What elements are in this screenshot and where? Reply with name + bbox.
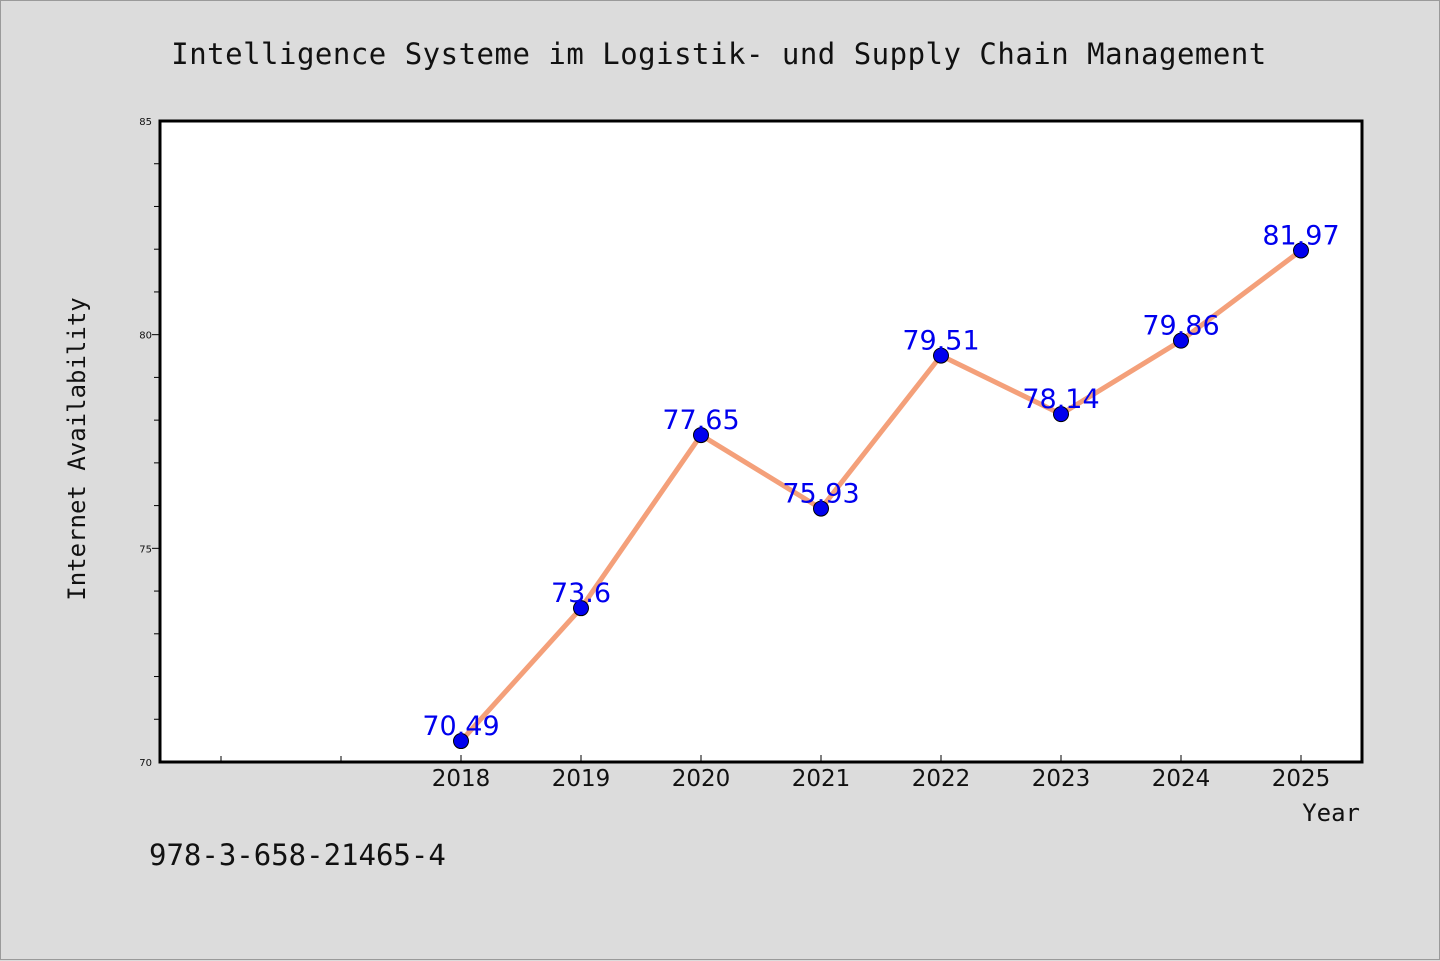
x-axis: 2018 2019 2020 2021 2022 2023 2024 2025 [220,755,1331,792]
data-point [1173,332,1189,349]
data-label: 70.49 [422,711,499,742]
data-label: 77.65 [662,405,739,436]
y-axis-label: Internet Availability [63,297,91,600]
data-point [453,733,469,750]
data-point [573,600,589,617]
y-tick-label: 75 [139,544,152,555]
data-point [1053,406,1069,423]
isbn-footnote: 978-3-658-21465-4 [149,838,446,872]
x-tick-label: 2022 [912,766,971,792]
x-tick-label: 2019 [552,766,611,792]
y-tick-label: 85 [139,117,152,128]
data-label: 79.86 [1142,311,1219,342]
series-line [458,247,1304,744]
y-tick-label: 70 [139,758,152,769]
data-point [813,500,829,517]
plot-area [158,119,1364,764]
data-point [693,427,709,444]
x-tick-label: 2018 [432,766,491,792]
x-tick-label: 2021 [792,766,851,792]
y-axis: 70 75 80 85 [139,117,160,769]
markers-group [453,242,1309,750]
data-labels-group: 70.49 73.6 77.65 75.93 79.51 78.14 79.86 81.97 [422,220,1339,742]
data-point [933,347,949,364]
chart-title: Intelligence Systeme im Logistik- und Su… [171,37,1267,71]
series-line-group [458,247,1304,744]
data-label: 75.93 [782,479,859,510]
data-label: 79.51 [902,326,979,357]
data-point [1293,242,1309,259]
x-tick-label: 2024 [1152,766,1211,792]
data-label: 78.14 [1022,384,1099,415]
x-axis-label: Year [1302,799,1360,827]
data-label: 81.97 [1262,220,1339,251]
x-tick-label: 2020 [672,766,731,792]
data-label: 73.6 [551,578,611,609]
x-tick-label: 2025 [1272,766,1331,792]
x-tick-label: 2023 [1032,766,1091,792]
y-tick-label: 80 [139,331,152,342]
